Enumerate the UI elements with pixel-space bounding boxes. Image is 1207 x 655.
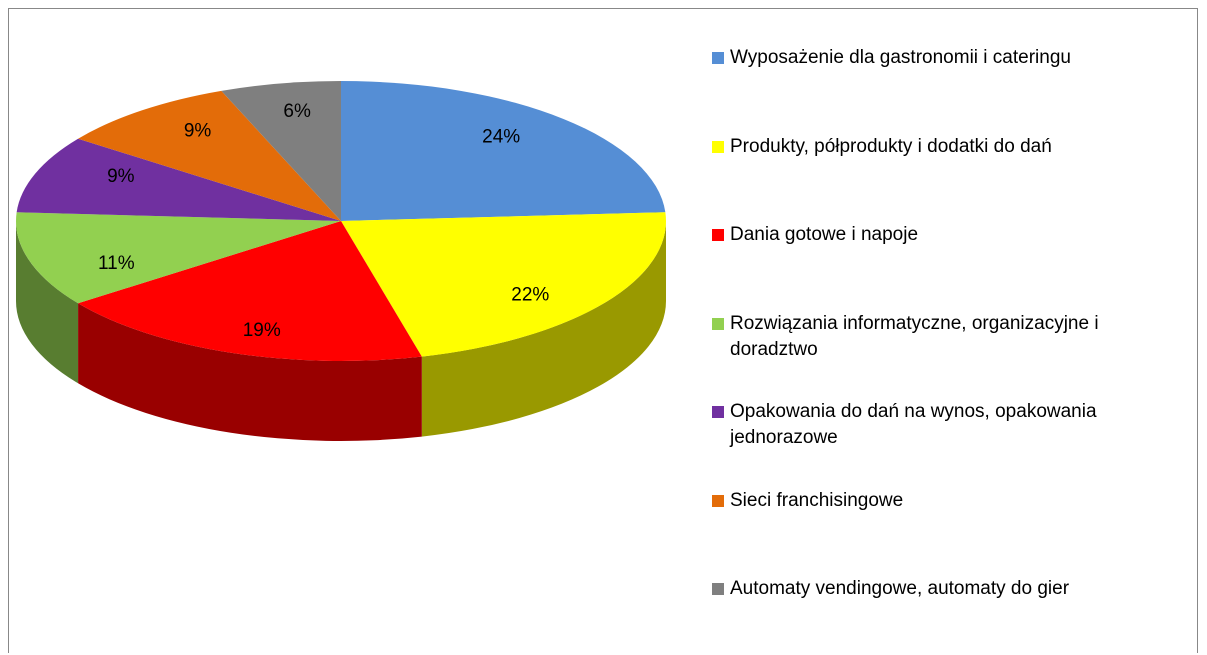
pie-slice	[341, 212, 667, 357]
legend-item: Dania gotowe i napoje	[712, 222, 1162, 248]
legend-swatch	[712, 406, 724, 418]
chart-frame: 24% 22% 19% 11% 9% 9% 6% Wyposażenie dla gastr…	[8, 8, 1198, 653]
pie-slice	[341, 81, 666, 221]
pie-slice	[78, 221, 422, 362]
legend-swatch	[712, 229, 724, 241]
chart: 24% 22% 19% 11% 9% 9% 6%	[16, 81, 667, 441]
pie-side	[78, 303, 422, 441]
pie-slice	[221, 81, 341, 221]
legend-label: Automaty vendingowe, automaty do gier	[730, 578, 1070, 599]
pie-slice	[16, 212, 342, 304]
legend-label: Opakowania do dań na wynos, opakowania j…	[730, 401, 1097, 448]
data-label: 11%	[98, 253, 135, 274]
legend-item: Produkty, półprodukty i dodatki do dań	[712, 134, 1162, 160]
pie-side	[16, 221, 79, 384]
data-label: 24%	[482, 127, 520, 148]
legend-swatch	[712, 583, 724, 595]
legend-item: Sieci franchisingowe	[712, 488, 1162, 514]
pie-slice	[78, 90, 342, 221]
pie-side	[421, 221, 666, 437]
legend-swatch	[712, 494, 724, 507]
legend-item: Rozwiązania informatyczne, organizacyjne…	[712, 311, 1162, 363]
data-label: 9%	[184, 120, 212, 141]
legend-label: Dania gotowe i napoje	[730, 224, 919, 245]
data-label: 19%	[243, 320, 281, 341]
legend-label: Sieci franchisingowe	[730, 489, 904, 511]
data-label: 6%	[283, 101, 311, 122]
legend-swatch	[712, 140, 724, 153]
legend-label: Rozwiązania informatyczne, organizacyjne…	[730, 312, 1099, 360]
legend-item: Wyposażenie dla gastronomii i cateringu	[712, 45, 1162, 71]
data-label: 22%	[511, 284, 549, 305]
legend-item: Automaty vendingowe, automaty do gier	[712, 576, 1162, 602]
legend-item: Opakowania do dań na wynos, opakowania j…	[712, 399, 1162, 451]
legend-label: Wyposażenie dla gastronomii i cateringu	[730, 47, 1071, 68]
data-label: 9%	[107, 166, 135, 187]
pie-slice	[16, 138, 341, 221]
legend-swatch	[712, 317, 724, 330]
legend-label: Produkty, półprodukty i dodatki do dań	[730, 135, 1052, 157]
legend-swatch	[712, 52, 724, 64]
